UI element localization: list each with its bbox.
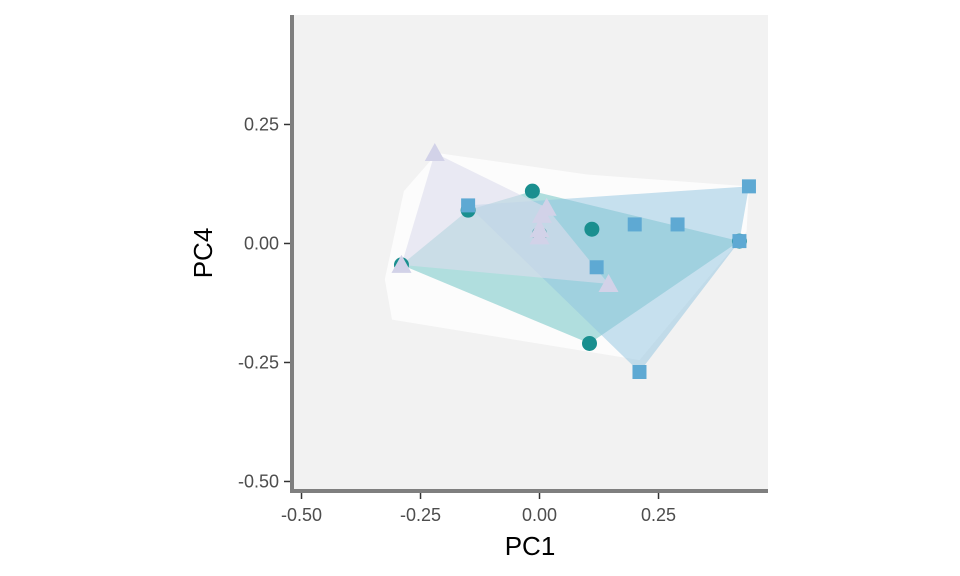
tick-layer: -0.50 -0.25 0.00 0.25 -0.50 -0.25 0.00 0.25 bbox=[238, 114, 676, 525]
x-tick-label: -0.50 bbox=[281, 505, 322, 525]
y-tick-label: 0.00 bbox=[244, 233, 279, 253]
point-triangle bbox=[424, 143, 445, 162]
x-tick-label: 0.00 bbox=[522, 505, 557, 525]
point-circle bbox=[584, 221, 600, 237]
point-square bbox=[670, 217, 685, 232]
x-axis-title: PC1 bbox=[505, 531, 556, 561]
point-square bbox=[632, 365, 647, 379]
point-square bbox=[589, 260, 604, 275]
point-triangle bbox=[391, 254, 412, 273]
y-tick-label: 0.25 bbox=[244, 114, 279, 134]
point-square bbox=[627, 217, 642, 232]
point-square bbox=[461, 198, 476, 213]
point-square bbox=[741, 179, 756, 194]
x-tick-label: -0.25 bbox=[400, 505, 441, 525]
point-circle bbox=[582, 335, 597, 351]
point-square bbox=[732, 234, 747, 249]
point-triangle bbox=[536, 197, 557, 216]
y-tick-label: -0.25 bbox=[238, 352, 279, 372]
point-circle bbox=[524, 183, 540, 199]
y-axis-title: PC4 bbox=[188, 228, 218, 279]
x-tick-label: 0.25 bbox=[641, 505, 676, 525]
hull-triangle bbox=[401, 153, 609, 284]
point-triangle bbox=[529, 219, 550, 238]
point-triangle bbox=[598, 273, 619, 292]
point-layer bbox=[391, 143, 756, 379]
y-tick-label: -0.50 bbox=[238, 471, 279, 491]
